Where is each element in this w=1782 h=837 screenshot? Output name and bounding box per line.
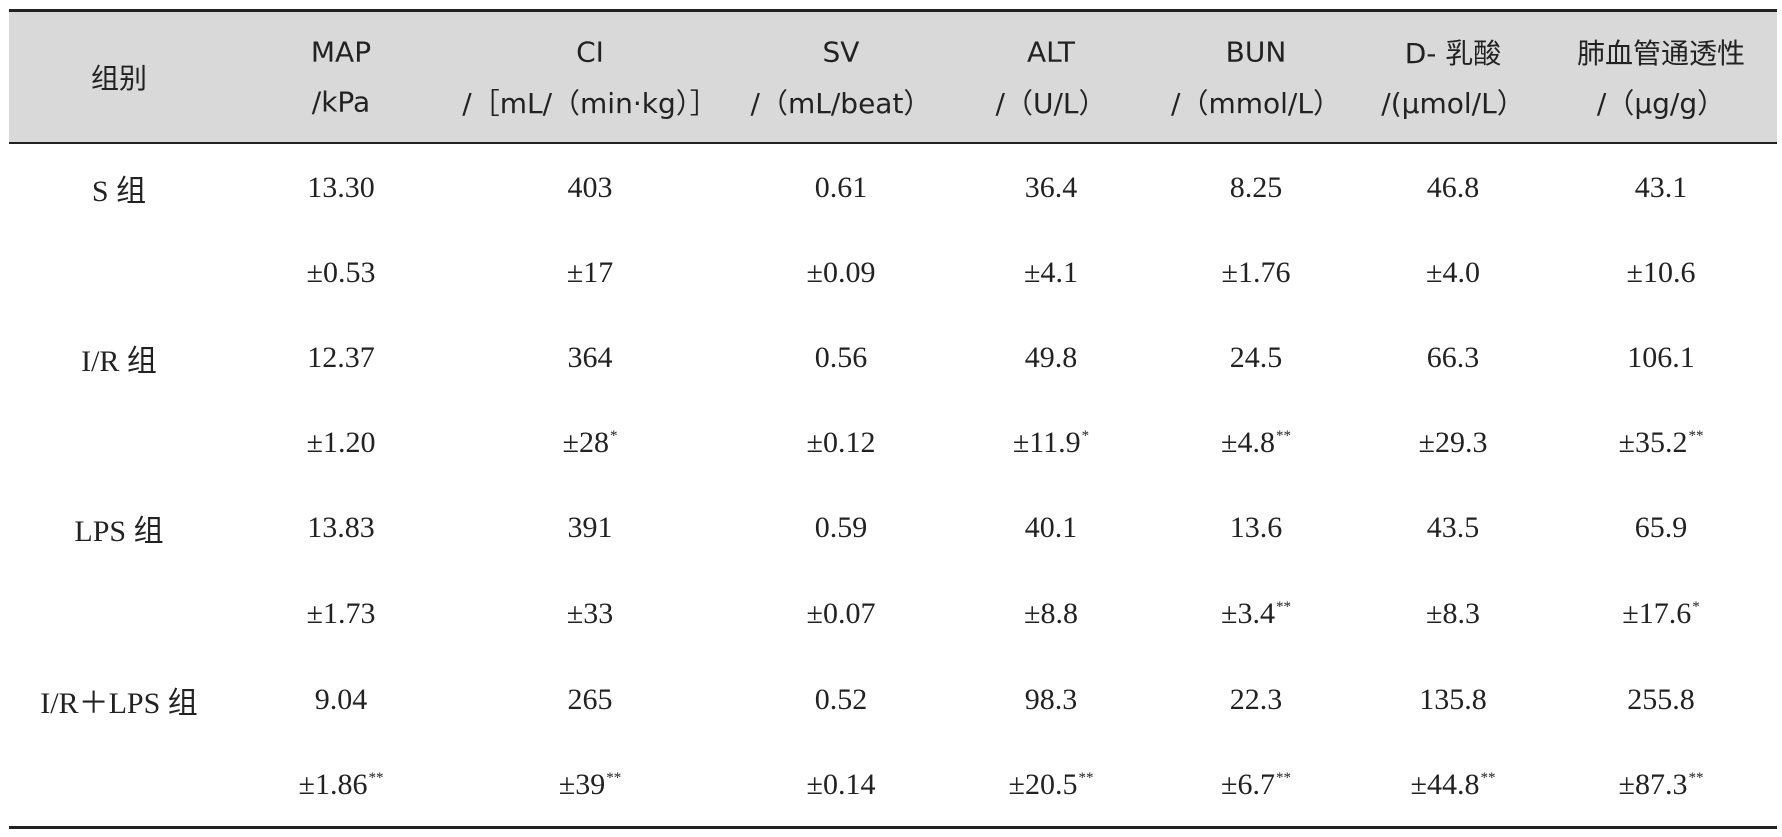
column-header: 组别 [90, 62, 148, 95]
group-name: I/R＋LPS 组 [40, 687, 198, 720]
significance-mark: ** [606, 770, 622, 786]
mean-value: 364 [567, 341, 613, 374]
header-band [9, 9, 1777, 144]
sd-value: ±0.09 [806, 256, 876, 289]
mean-value: 8.25 [1229, 171, 1283, 204]
mean-value: 22.3 [1229, 683, 1283, 716]
mean-value: 98.3 [1024, 683, 1078, 716]
sd-value: ±44.8** [1410, 768, 1496, 801]
mean-value: 66.3 [1426, 341, 1480, 374]
sd-value: ±0.07 [806, 597, 876, 630]
sd-value: ±39** [558, 768, 622, 801]
mean-value: 135.8 [1419, 683, 1487, 716]
sd-value: ±8.3 [1426, 597, 1480, 630]
sd-value: ±0.14 [806, 768, 876, 801]
column-unit: /（mL/beat） [750, 87, 932, 120]
significance-mark: ** [1688, 770, 1704, 786]
mean-value: 36.4 [1024, 171, 1078, 204]
significance-mark: ** [1078, 770, 1094, 786]
mean-value: 13.6 [1229, 511, 1283, 544]
column-unit: /（mmol/L） [1171, 87, 1341, 120]
sd-value: ±0.12 [806, 426, 876, 459]
sd-value: ±29.3 [1418, 426, 1488, 459]
group-name: S 组 [91, 175, 147, 208]
column-header: D- 乳酸 [1404, 37, 1502, 70]
mean-value: 0.61 [814, 171, 868, 204]
mean-value: 40.1 [1024, 511, 1078, 544]
mean-value: 49.8 [1024, 341, 1078, 374]
column-unit: /［mL/（min·kg）］ [462, 87, 718, 120]
sd-value: ±11.9* [1012, 426, 1090, 459]
sd-value: ±6.7** [1221, 768, 1291, 801]
sd-value: ±35.2** [1618, 426, 1704, 459]
sd-value: ±4.8** [1221, 426, 1291, 459]
column-header: BUN [1225, 35, 1287, 69]
column-unit: /kPa [311, 85, 371, 119]
sd-value: ±1.20 [306, 426, 376, 459]
column-header: SV [822, 35, 860, 69]
mean-value: 43.1 [1634, 171, 1688, 204]
column-header: 肺血管通透性 [1576, 37, 1746, 70]
sd-value: ±3.4** [1221, 597, 1291, 630]
sd-value: ±0.53 [306, 256, 376, 289]
sd-value: ±33 [566, 597, 614, 630]
sd-value: ±20.5** [1008, 768, 1094, 801]
significance-mark: ** [1275, 599, 1291, 615]
mean-value: 106.1 [1627, 341, 1695, 374]
mean-value: 391 [567, 511, 613, 544]
significance-mark: * [1692, 599, 1700, 615]
mean-value: 13.30 [307, 171, 375, 204]
significance-mark: ** [1480, 770, 1496, 786]
mean-value: 46.8 [1426, 171, 1480, 204]
sd-value: ±4.1 [1024, 256, 1078, 289]
sd-value: ±1.86** [298, 768, 384, 801]
significance-mark: ** [1275, 770, 1291, 786]
sd-value: ±28* [562, 426, 618, 459]
significance-mark: * [1081, 428, 1090, 444]
mean-value: 65.9 [1634, 511, 1688, 544]
significance-mark: ** [1688, 428, 1704, 444]
column-unit: /（μg/g） [1596, 87, 1726, 120]
sd-value: ±8.8 [1024, 597, 1078, 630]
mean-value: 403 [567, 171, 613, 204]
mean-value: 0.59 [814, 511, 868, 544]
column-unit: /（U/L） [995, 87, 1107, 120]
mean-value: 0.56 [814, 341, 868, 374]
bottom-rule [9, 826, 1777, 829]
sd-value: ±1.76 [1221, 256, 1291, 289]
mean-value: 12.37 [307, 341, 375, 374]
mean-value: 255.8 [1627, 683, 1695, 716]
column-header: MAP [310, 35, 372, 69]
mean-value: 9.04 [314, 683, 368, 716]
sd-value: ±1.73 [306, 597, 376, 630]
mean-value: 13.83 [307, 511, 375, 544]
column-header: CI [576, 35, 604, 69]
sd-value: ±10.6 [1626, 256, 1696, 289]
group-name: LPS 组 [74, 515, 164, 548]
mean-value: 24.5 [1229, 341, 1283, 374]
significance-mark: ** [1275, 428, 1291, 444]
group-name: I/R 组 [81, 345, 157, 378]
sd-value: ±17.6* [1622, 597, 1700, 630]
column-unit: /(μmol/L） [1381, 87, 1525, 120]
sd-value: ±4.0 [1426, 256, 1480, 289]
mean-value: 265 [567, 683, 613, 716]
sd-value: ±17 [566, 256, 614, 289]
mean-value: 0.52 [814, 683, 868, 716]
significance-mark: * [609, 428, 618, 444]
significance-mark: ** [368, 770, 384, 786]
sd-value: ±87.3** [1618, 768, 1704, 801]
mean-value: 43.5 [1426, 511, 1480, 544]
column-header: ALT [1026, 35, 1076, 69]
